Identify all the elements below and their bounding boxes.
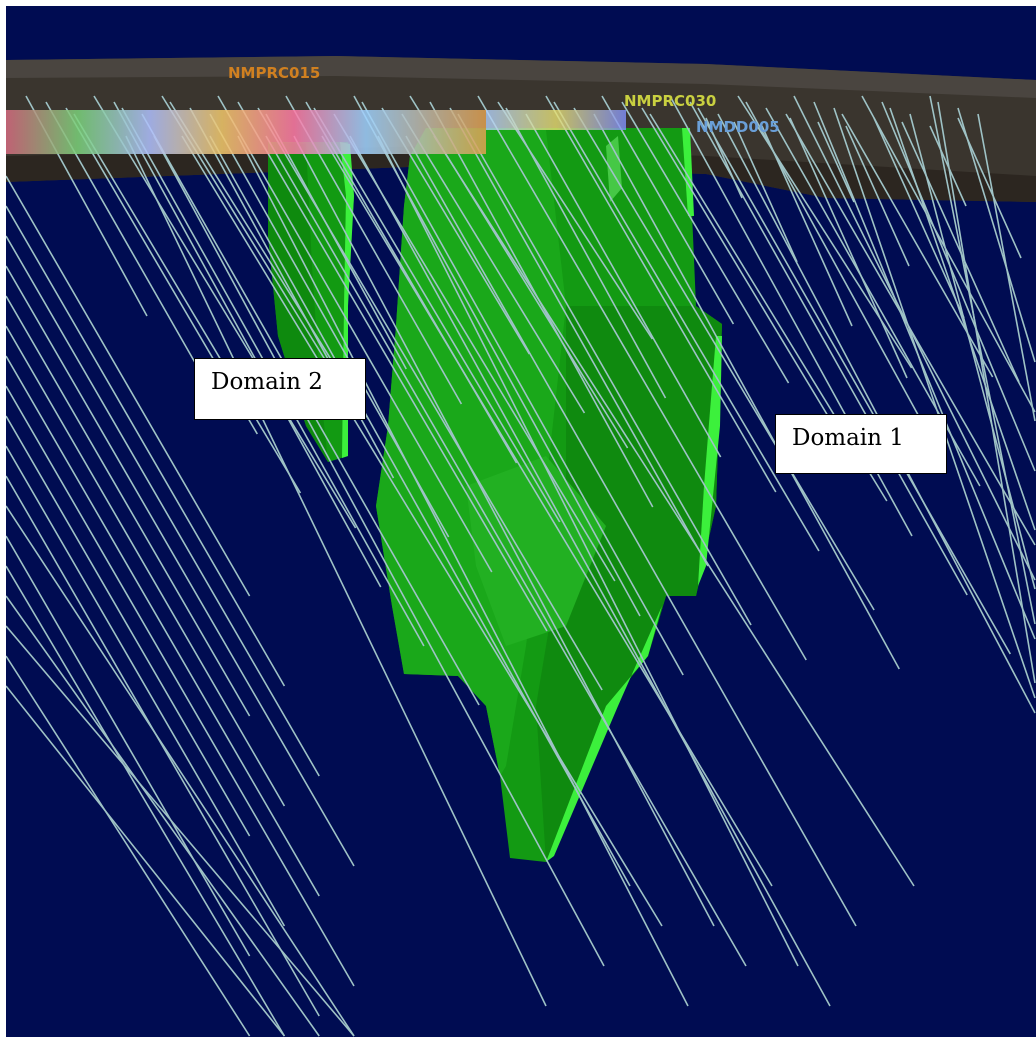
drillhole-trace [209, 135, 631, 887]
collar-labels: NMPRC015 NMPRC030 NMDD005 [6, 64, 780, 154]
drillhole-trace [889, 107, 1036, 531]
drillhole-trace [553, 101, 820, 552]
drillhole-trace [449, 107, 709, 567]
drillhole-trace [181, 135, 663, 927]
drillhole-trace [237, 135, 689, 1007]
drillhole-trace [909, 113, 1036, 590]
drillhole-trace [349, 135, 831, 1007]
drillhole-trace [929, 125, 967, 207]
drillhole-trace [717, 113, 1036, 714]
drillhole-trace [6, 475, 320, 1017]
drillhole-trace [6, 415, 251, 837]
drillhole-trace [505, 107, 667, 399]
drillhole-trace [525, 113, 722, 458]
drillhole-trace [6, 535, 251, 957]
drillhole-trace [545, 95, 777, 493]
drillhole-trace [733, 121, 798, 263]
collar-label-nmprc015: NMPRC015 [228, 64, 320, 82]
drillhole-trace [621, 101, 790, 384]
drillhole-trace [6, 235, 320, 777]
drillhole-trace [293, 135, 715, 927]
drillhole-trace [901, 121, 1020, 383]
drillhole-trace [6, 565, 286, 1037]
drillhole-trace [6, 265, 355, 867]
drillhole-trace [6, 445, 286, 927]
drillhole-trace [6, 295, 251, 717]
domain-1-callout: Domain 1 [775, 414, 947, 474]
drillhole-trace [6, 685, 286, 1037]
drillhole-trace [153, 135, 605, 967]
drillhole-trace [457, 113, 752, 626]
drillhole-trace [833, 107, 1036, 699]
collar-label-nmdd005: NMDD005 [696, 118, 780, 136]
drillhole-trace [573, 107, 875, 611]
drillhole-trace [265, 113, 407, 370]
drillhole-trace [73, 113, 302, 494]
drillhole-trace [6, 625, 355, 1037]
drillhole-trace [761, 125, 853, 327]
domain-2-callout: Domain 2 [194, 358, 366, 420]
drillhole-trace [377, 135, 799, 967]
drillhole-trace [817, 121, 855, 203]
drillhole-trace [125, 135, 547, 1007]
drillhole-trace [929, 95, 1036, 625]
drillhole-trace [433, 135, 915, 887]
drillhole-trace [861, 95, 1036, 413]
drillhole-trace [321, 135, 773, 887]
drillhole-trace [813, 101, 1036, 640]
geology-scene: NMPRC015 NMPRC030 NMDD005 [6, 56, 1036, 1037]
drillhole-trace [313, 107, 561, 523]
drillhole-trace [217, 95, 493, 573]
drillhole-trace [957, 107, 1036, 363]
drillhole-trace [6, 175, 251, 597]
drillhole-trace [705, 117, 743, 199]
drillhole-trace [113, 101, 382, 588]
drillhole-trace [601, 95, 735, 325]
drillhole-trace [237, 101, 548, 632]
ore-body-domain-1 [376, 128, 722, 862]
drillhole-trace [937, 101, 1036, 684]
3d-viewport[interactable]: NMPRC015 NMPRC030 NMDD005 Domain 2 [6, 6, 1036, 1037]
drillhole-trace [405, 135, 857, 927]
drillhole-trace [6, 655, 251, 1037]
drillhole-trace [6, 505, 355, 1037]
drillhole-trace [401, 113, 586, 414]
drillhole-trace [6, 355, 320, 897]
drillhole-trace [697, 107, 1011, 655]
drillhole-trace [477, 95, 807, 661]
drillhole-trace [977, 113, 1036, 422]
drillhole-trace [873, 117, 965, 319]
drillhole-trace [881, 101, 1036, 472]
drillhole-trace [593, 113, 900, 670]
drillhole-trace [793, 95, 1036, 581]
drillhole-trace [361, 101, 684, 676]
drillhole-trace [641, 107, 845, 443]
drillhole-trace [6, 385, 355, 987]
drillhole-trace [789, 117, 908, 379]
drillhole-trace [265, 135, 747, 967]
drillhole-trace [957, 117, 1022, 259]
drillhole-trace [6, 205, 286, 687]
collar-label-nmprc030: NMPRC030 [624, 92, 716, 110]
drillhole-trace [6, 595, 320, 1037]
drillhole-trace [93, 95, 357, 529]
drillhole-trace [845, 125, 910, 267]
drillhole-trace [6, 325, 286, 807]
